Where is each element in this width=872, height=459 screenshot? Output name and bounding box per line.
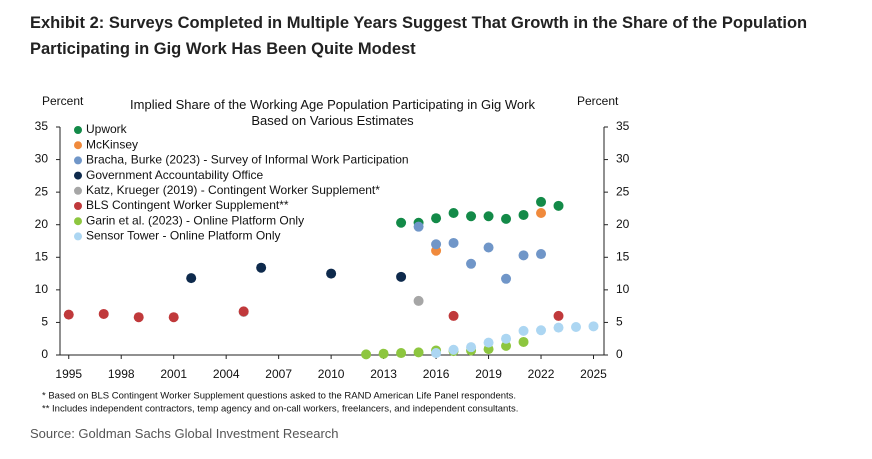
x-tick-label: 2025: [580, 367, 607, 381]
point: [483, 337, 494, 348]
legend-marker: [74, 126, 82, 134]
legend-marker: [74, 171, 82, 180]
legend-marker: [74, 141, 82, 150]
legend-label: Sensor Tower - Online Platform Only: [86, 229, 281, 243]
point: [553, 310, 564, 321]
point: [518, 325, 529, 336]
point: [501, 213, 512, 224]
legend-marker: [74, 186, 82, 195]
point: [571, 321, 582, 332]
point: [396, 348, 407, 359]
point: [466, 342, 477, 353]
y2-tick-label: 0: [616, 347, 623, 361]
point: [483, 211, 494, 222]
x-tick-label: 1998: [108, 367, 135, 381]
y-tick-label: 5: [41, 315, 48, 329]
x-tick-label: 1995: [55, 367, 82, 381]
y2-tick-label: 10: [616, 282, 630, 296]
page-title: Exhibit 2: Surveys Completed in Multiple…: [30, 14, 808, 58]
point: [133, 312, 144, 323]
y2-tick-label: 30: [616, 152, 630, 166]
point: [448, 207, 459, 218]
legend-marker: [74, 232, 82, 241]
point: [378, 348, 389, 359]
point: [431, 348, 442, 359]
x-tick-label: 2013: [370, 367, 397, 381]
legend-label: BLS Contingent Worker Supplement**: [86, 198, 289, 212]
point: [518, 250, 529, 261]
point: [483, 242, 494, 253]
point: [588, 321, 599, 332]
point: [256, 262, 267, 273]
point: [326, 268, 337, 279]
legend-marker: [74, 156, 82, 165]
legend-label: McKinsey: [86, 137, 138, 151]
x-tick-label: 2004: [213, 367, 240, 381]
point: [186, 273, 197, 284]
legend-marker: [74, 202, 82, 210]
point: [466, 211, 477, 222]
x-tick-label: 2022: [528, 367, 555, 381]
y2-tick-label: 35: [616, 119, 630, 133]
y-tick-label: 35: [35, 119, 49, 133]
point: [536, 207, 547, 218]
y-tick-label: 30: [35, 152, 49, 166]
footnote: * Based on BLS Contingent Worker Supplem…: [42, 391, 516, 402]
y-tick-label: 25: [35, 184, 49, 198]
x-tick-label: 2007: [265, 367, 292, 381]
footnote: ** Includes independent contractors, tem…: [42, 404, 518, 415]
point: [413, 295, 424, 306]
y2-tick-label: 15: [616, 249, 630, 263]
y-tick-label: 10: [35, 282, 49, 296]
x-tick-label: 2016: [423, 367, 450, 381]
y2-tick-label: 20: [616, 217, 630, 231]
chart-title: Implied Share of the Working Age Populat…: [130, 97, 535, 128]
point: [448, 310, 459, 321]
point: [413, 221, 424, 232]
point: [361, 349, 372, 360]
x-tick-label: 2019: [475, 367, 502, 381]
point: [501, 273, 512, 284]
y-tick-label: 20: [35, 217, 49, 231]
point: [238, 306, 249, 317]
point: [553, 200, 564, 211]
point: [518, 209, 529, 220]
point: [431, 239, 442, 250]
point: [63, 309, 74, 320]
point: [536, 325, 547, 336]
point: [536, 196, 547, 207]
point: [501, 333, 512, 344]
point: [396, 217, 407, 228]
point: [396, 271, 407, 282]
point: [501, 340, 512, 351]
point: [98, 308, 109, 319]
point: [466, 258, 477, 269]
y2-tick-label: 5: [616, 315, 623, 329]
source: Source: Goldman Sachs Global Investment …: [30, 426, 339, 441]
point: [553, 322, 564, 333]
legend-label: Government Accountability Office: [86, 168, 264, 182]
point: [413, 347, 424, 358]
y2-axis-label: Percent: [577, 94, 619, 108]
legend-label: Garin et al. (2023) - Online Platform On…: [86, 213, 304, 227]
point: [448, 344, 459, 355]
legend-label: Bracha, Burke (2023) - Survey of Informa…: [86, 153, 409, 167]
point: [168, 312, 179, 323]
point: [431, 213, 442, 224]
y-axis-label: Percent: [42, 94, 84, 108]
point: [536, 249, 547, 260]
legend-label: Katz, Krueger (2019) - Contingent Worker…: [86, 183, 380, 197]
legend-label: Upwork: [86, 122, 128, 136]
x-tick-label: 2001: [160, 367, 187, 381]
y-tick-label: 0: [41, 347, 48, 361]
point: [448, 237, 459, 248]
point: [518, 336, 529, 347]
y2-tick-label: 25: [616, 184, 630, 198]
legend-marker: [74, 217, 82, 226]
x-tick-label: 2010: [318, 367, 345, 381]
y-tick-label: 15: [35, 249, 49, 263]
